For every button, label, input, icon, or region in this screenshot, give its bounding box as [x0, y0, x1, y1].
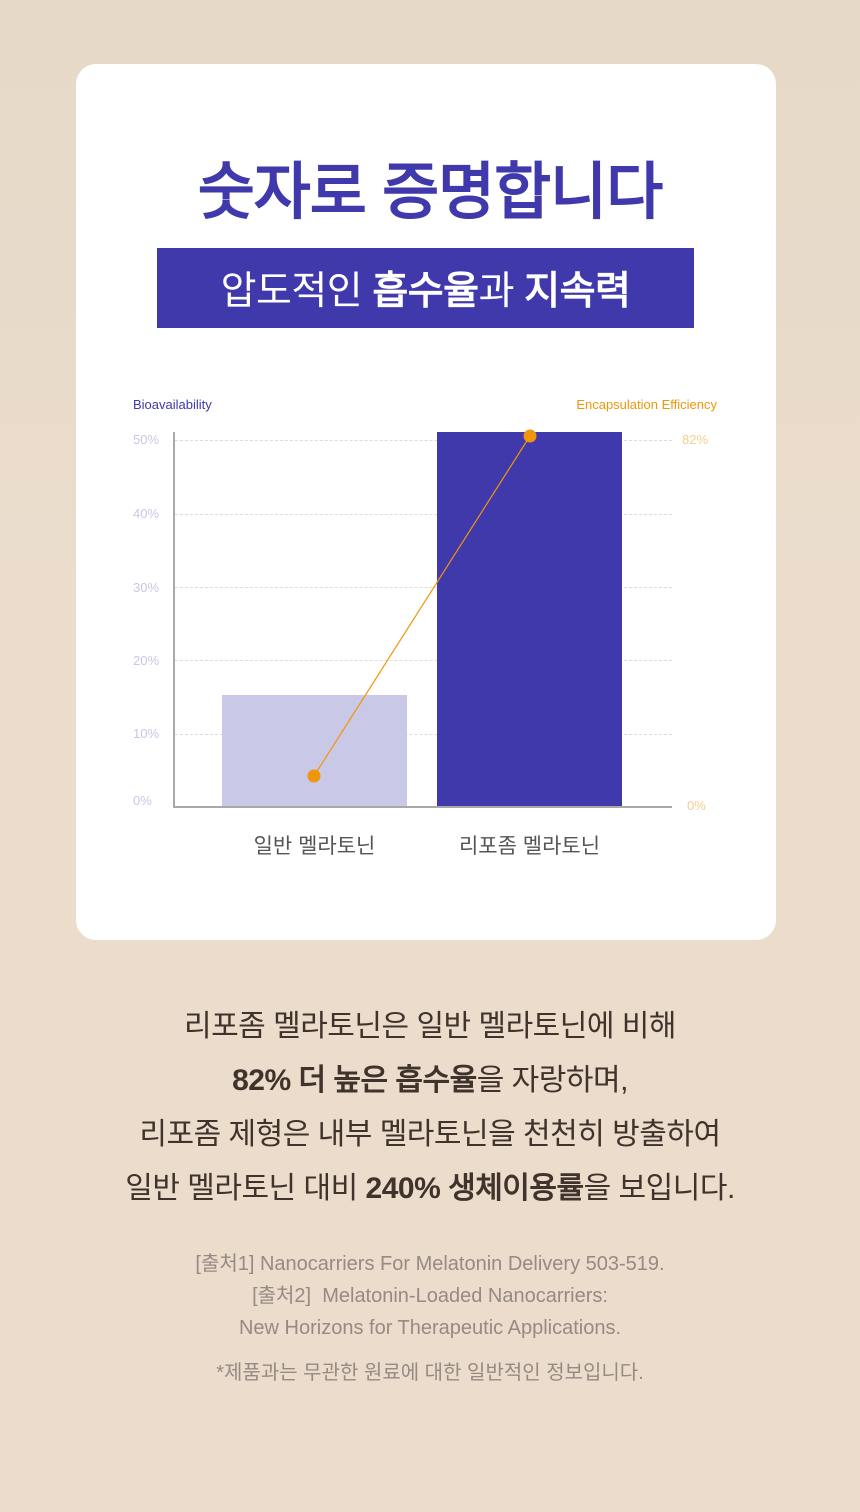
left-tick: 0% [133, 793, 152, 808]
left-tick: 30% [133, 580, 160, 595]
desc-line-4: 일반 멜라토닌 대비 240% 생체이용률을 보입니다. [0, 1162, 860, 1216]
efficiency-line [307, 429, 537, 783]
subtitle-part3: 과 [478, 270, 525, 313]
source-2: [출처2] Melatonin-Loaded Nanocarriers: [252, 1285, 608, 1307]
desc-line-1: 리포좀 멜라토닌은 일반 멜라토닌에 비해 [183, 1010, 677, 1043]
left-tick: 10% [133, 726, 160, 741]
desc-line-4-a: 일반 멜라토닌 대비 [125, 1172, 366, 1205]
gridline-20 [175, 660, 672, 661]
subtitle-duration: 지속력 [524, 270, 631, 313]
source-2-cont: New Horizons for Therapeutic Application… [238, 1317, 622, 1339]
right-axis-title: Encapsulation Efficiency [576, 397, 717, 412]
gridline-30 [175, 587, 672, 588]
gridline-50 [175, 440, 672, 441]
left-tick: 20% [133, 653, 160, 668]
subtitle-part1: 압도적인 [220, 270, 373, 313]
page-title: 숫자로 증명합니다 [197, 158, 664, 227]
data-point-liposomal [523, 429, 537, 443]
desc-highlight-bioavailability: 240% 생체이용률 [365, 1172, 585, 1205]
desc-line-2: 82% 더 높은 흡수율을 자랑하며, [0, 1054, 860, 1108]
combo-chart: Bioavailability Encapsulation Efficiency… [133, 397, 717, 858]
sources: [출처1] Nanocarriers For Melatonin Deliver… [0, 1248, 860, 1344]
right-tick: 82% [682, 432, 709, 447]
left-axis-title: Bioavailability [133, 397, 212, 412]
desc-line-2-rest: 을 자랑하며, [476, 1064, 629, 1097]
desc-line-4-b: 을 보입니다. [583, 1172, 736, 1205]
left-tick: 50% [133, 432, 160, 447]
gridline-10 [175, 734, 672, 735]
bar-regular-melatonin [222, 695, 407, 807]
bar-liposomal-melatonin [437, 432, 622, 807]
desc-line-3: 리포좀 제형은 내부 멜라토닌을 천천히 방출하여 [139, 1118, 721, 1151]
x-axis-line [173, 806, 672, 808]
description: 리포좀 멜라토닌은 일반 멜라토닌에 비해 82% 더 높은 흡수율을 자랑하며… [0, 1000, 860, 1216]
x-label-liposomal: 리포좀 멜라토닌 [458, 835, 601, 858]
x-label-regular: 일반 멜라토닌 [253, 835, 376, 858]
source-1: [출처1] Nanocarriers For Melatonin Deliver… [195, 1253, 665, 1275]
left-tick: 40% [133, 506, 160, 521]
right-tick: 0% [687, 798, 706, 813]
subtitle-banner: 압도적인 흡수율 과 지속력 [157, 248, 694, 328]
desc-highlight-absorption: 82% 더 높은 흡수율 [232, 1064, 477, 1097]
gridline-40 [175, 514, 672, 515]
left-axis-line [173, 432, 175, 808]
chart-card [76, 64, 776, 940]
subtitle-absorption: 흡수율 [372, 270, 479, 313]
disclaimer-note: *제품과는 무관한 원료에 대한 일반적인 정보입니다. [216, 1362, 644, 1384]
data-point-regular [307, 769, 321, 783]
